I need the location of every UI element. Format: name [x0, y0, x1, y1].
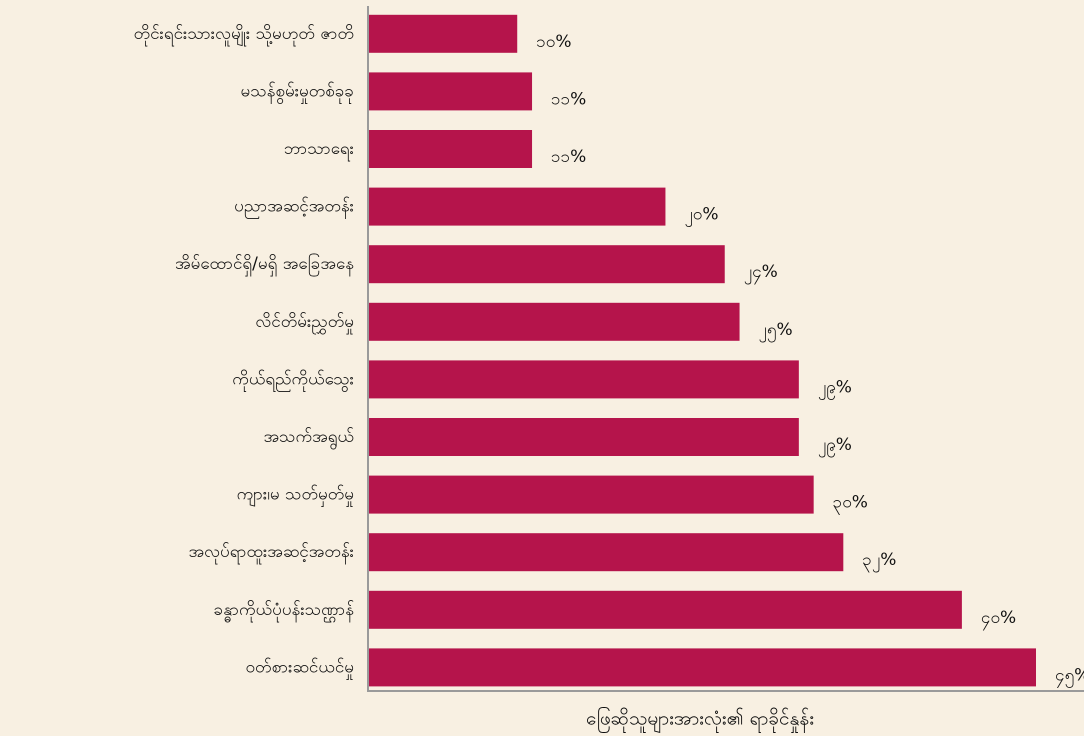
- value-label: ၄၀%: [981, 608, 1016, 631]
- bar: [369, 533, 844, 572]
- y-tick-label: မသန်စွမ်းမှုတစ်ခုခု: [241, 81, 355, 104]
- value-label: ၂၄%: [744, 262, 778, 285]
- bar: [369, 245, 725, 284]
- y-tick-label: ကိုယ်ရည်ကိုယ်သွေး: [232, 369, 354, 392]
- value-label: ၃၀%: [833, 493, 868, 516]
- y-tick-label: တိုင်းရင်းသားလူမျိုး သို့မဟုတ် ဇာတိ: [134, 24, 354, 47]
- bar: [369, 418, 799, 456]
- y-tick-label: ဘာသာရေး: [284, 139, 354, 162]
- bar: [369, 475, 814, 514]
- value-label: ၁၀%: [536, 32, 571, 52]
- bar: [369, 14, 518, 53]
- bar: [369, 187, 666, 226]
- value-label: ၃၂%: [862, 550, 896, 573]
- y-tick-label: ဝတ်စားဆင်ယင်မှု: [246, 657, 354, 680]
- bar: [369, 590, 962, 629]
- bar: [369, 302, 740, 341]
- bar: [369, 130, 533, 168]
- value-label: ၄၅%: [1055, 665, 1084, 688]
- bar: [369, 648, 1036, 687]
- value-label: ၁၁%: [551, 89, 586, 109]
- y-tick-label: အသက်အရွယ်: [263, 427, 354, 450]
- y-tick-label: ခန္ဓာကိုယ်ပုံပန်းသဏ္ဌာန်: [214, 600, 354, 623]
- x-axis-label: ဖြေဆိုသူများအားလုံး၏ ရာခိုင်နှုန်း: [586, 706, 814, 734]
- y-tick-label: ပညာအဆင့်အတန်း: [234, 197, 354, 220]
- value-label: ၂၅%: [759, 320, 793, 343]
- bar: [369, 72, 533, 111]
- y-tick-label: အလုပ်ရာထူးအဆင့်အတန်း: [189, 542, 354, 565]
- value-label: ၂၀%: [684, 205, 718, 228]
- y-tick-label: လိင်တိမ်းညွှတ်မှု: [255, 312, 354, 335]
- bar: [369, 360, 799, 399]
- value-label: ၁၁%: [551, 147, 586, 167]
- y-tick-label: အိမ်ထောင်ရှိ/မရှိ အခြေအနေ: [175, 252, 354, 277]
- value-label: ၂၉%: [818, 377, 852, 400]
- value-label: ၂၉%: [818, 435, 852, 458]
- y-tick-label: ကျား၊မ သတ်မှတ်မှု: [237, 485, 354, 508]
